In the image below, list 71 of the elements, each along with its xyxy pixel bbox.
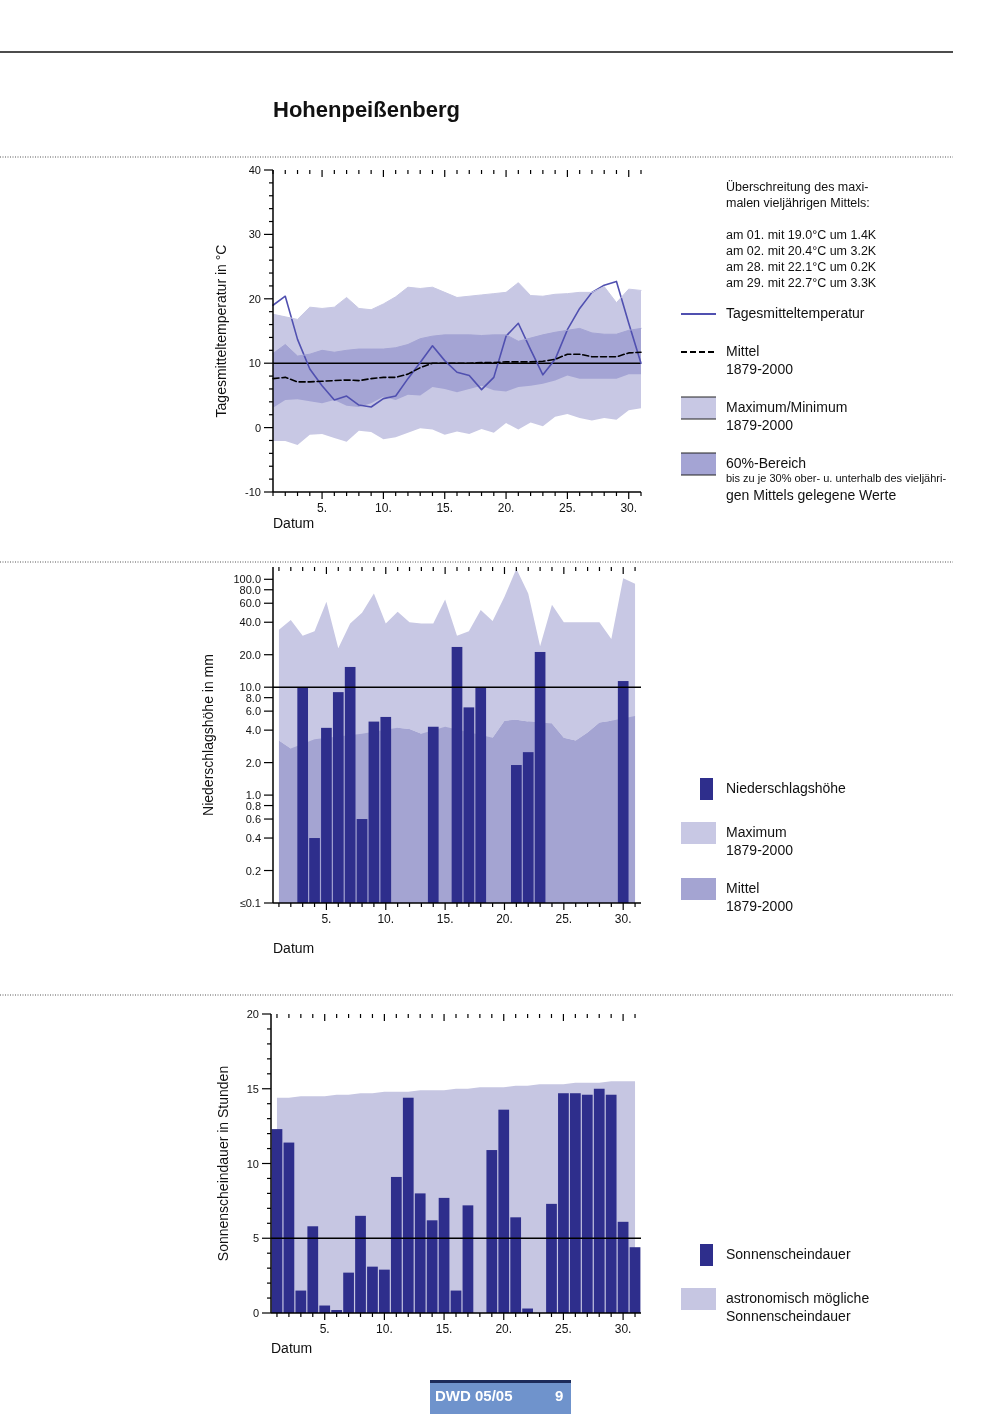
y-tick-label: 2.0: [245, 756, 261, 769]
legend-label: Maximum/Minimum 1879-2000: [726, 399, 848, 433]
x-tick-label: 10.: [375, 501, 392, 515]
legend-label: Mittel 1879-2000: [726, 343, 794, 377]
x-tick-label: 30.: [614, 912, 632, 926]
y-tick-label: 80.0: [239, 583, 261, 596]
text: am 02. mit 20.4°C um 3.2K: [726, 244, 877, 258]
x-tick-label: 25.: [555, 912, 573, 926]
legend-label: Tagesmitteltemperatur: [726, 305, 865, 321]
x-axis-title: Datum: [273, 940, 315, 956]
x-tick-label: 20.: [497, 501, 515, 515]
y-tick-label: ≤0.1: [239, 897, 261, 909]
y-tick-label: 100.0: [233, 573, 261, 586]
y-tick-label: 20: [246, 1008, 259, 1020]
chart-title: Hohenpeißenberg: [273, 97, 461, 122]
x-tick-label: 5.: [317, 501, 328, 515]
x-tick-label: 15.: [435, 1322, 453, 1336]
y-tick-label: 20: [248, 292, 261, 305]
bar: [629, 1247, 641, 1313]
y-tick-label: 10: [248, 357, 261, 370]
x-tick-label: 25.: [555, 1322, 572, 1336]
legend-label: Mittel 1879-2000: [726, 880, 794, 914]
x-tick-label: 10.: [377, 912, 395, 926]
y-axis-title: Niederschlagshöhe in mm: [200, 654, 216, 816]
x-tick-label: 20.: [496, 912, 513, 926]
y-tick-label: 0.8: [245, 799, 261, 812]
y-tick-label: 5: [252, 1232, 259, 1245]
legend-label: Maximum 1879-2000: [726, 824, 794, 858]
y-tick-label: 20.0: [239, 648, 261, 661]
legend-label: Sonnenscheindauer: [726, 1246, 851, 1262]
y-tick-label: 1.0: [245, 789, 261, 802]
y-tick-label: 8.0: [245, 691, 261, 704]
y-tick-label: 40.0: [239, 616, 261, 629]
y-tick-label: 10: [246, 1157, 259, 1170]
text: am 28. mit 22.1°C um 0.2K: [726, 260, 877, 274]
y-tick-label: 30: [248, 228, 261, 241]
x-tick-label: 15.: [436, 501, 454, 515]
y-tick-label: 0.4: [245, 832, 261, 845]
y-tick-label: 60.0: [239, 597, 261, 610]
text: Überschreitung des maxi- malen vieljährigen Mittels:: [726, 180, 870, 210]
x-tick-label: 25.: [559, 501, 576, 515]
y-tick-label: 15: [246, 1082, 259, 1095]
y-tick-label: 4.0: [245, 724, 261, 737]
text: DWD 05/05: [435, 1387, 513, 1404]
bar: [462, 1205, 474, 1313]
x-tick-label: 30.: [614, 1322, 632, 1336]
x-tick-label: 15.: [436, 912, 454, 926]
legend-label: Niederschlagshöhe: [726, 780, 847, 796]
x-tick-label: 30.: [620, 501, 638, 515]
x-tick-label: 5.: [319, 1322, 330, 1336]
y-axis-title: Sonnenscheindauer in Stunden: [215, 1065, 231, 1262]
y-tick-label: 0.6: [245, 813, 261, 826]
y-tick-label: 0: [254, 421, 261, 434]
y-axis-title: Tagesmitteltemperatur in °C: [213, 244, 229, 418]
y-tick-label: 0: [252, 1307, 259, 1319]
legend-label: 60%-Bereich bis zu je 30% ober- u. unterhalb des vieljähri- gen Mittels gelegene Werte: [726, 455, 947, 503]
x-tick-label: 5.: [321, 912, 332, 926]
y-tick-label: 40: [248, 164, 261, 176]
text: 9: [555, 1387, 564, 1404]
x-axis-title: Datum: [273, 515, 315, 531]
x-tick-label: 10.: [376, 1322, 393, 1336]
text: am 29. mit 22.7°C um 3.3K: [726, 276, 877, 290]
y-tick-label: 6.0: [245, 705, 261, 718]
y-tick-label: 0.2: [245, 864, 261, 877]
y-tick-label: -10: [245, 486, 261, 498]
y-tick-label: 10.0: [239, 681, 261, 694]
x-tick-label: 20.: [495, 1322, 513, 1336]
text: am 01. mit 19.0°C um 1.4K: [726, 228, 877, 242]
x-axis-title: Datum: [271, 1340, 313, 1356]
bar: [271, 1129, 283, 1313]
legend-label: astronomisch mögliche Sonnenscheindauer: [726, 1290, 870, 1324]
